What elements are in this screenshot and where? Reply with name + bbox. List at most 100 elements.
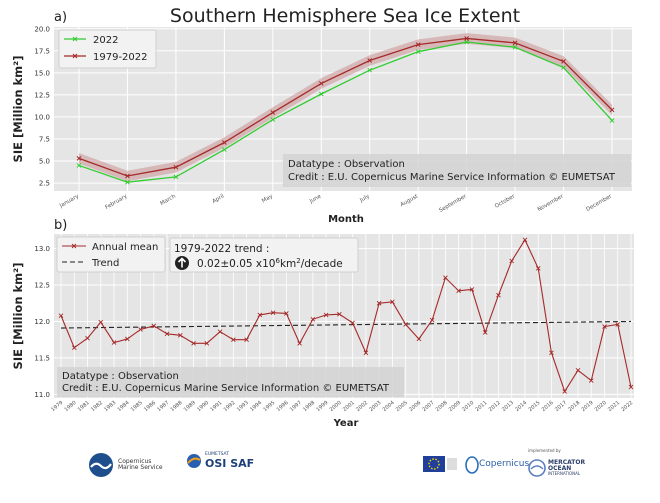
series-point	[284, 311, 289, 316]
series-point	[403, 322, 408, 327]
x-tick-label: 1979	[50, 400, 64, 413]
series-point	[512, 44, 518, 50]
x-axis-label: Month	[328, 214, 364, 225]
series-point	[464, 36, 469, 41]
series-point	[367, 67, 373, 73]
y-tick-label: 5.0	[39, 158, 50, 166]
x-tick-label: 1987	[156, 400, 170, 413]
copernicus-marine-logo: Copernicus Marine Service	[88, 452, 163, 478]
series-point	[350, 320, 355, 326]
orbit-icon	[465, 456, 479, 474]
x-tick-label: 1995	[262, 400, 276, 413]
series-point	[429, 317, 435, 323]
x-tick-label: 1990	[196, 400, 210, 413]
x-tick-label: 1993	[236, 400, 250, 413]
legend-label: 1979-2022	[93, 52, 148, 63]
trend-value-part: /decade	[301, 258, 343, 270]
x-tick-label: 2010	[461, 400, 475, 413]
wave-icon	[89, 453, 113, 477]
x-tick-label: 1981	[77, 400, 91, 413]
series-band	[79, 33, 612, 182]
x-tick-label: 1998	[302, 400, 316, 413]
logo-line: Copernicus	[118, 457, 152, 465]
y-tick-label: 12.5	[34, 282, 50, 290]
logo-top: EUMETSAT	[205, 451, 230, 457]
series-point	[323, 312, 329, 318]
mercator-ocean-logo: implemented by MERCATOR OCEAN INTERNATIO…	[528, 448, 586, 478]
trend-value: 0.02±0.05 x106km2/decade	[197, 257, 343, 270]
series-point	[562, 389, 568, 394]
series-point	[602, 324, 607, 329]
series-point	[85, 335, 90, 341]
series-point	[615, 322, 621, 327]
trend-label: 1979-2022 trend :	[174, 243, 269, 255]
series-point	[270, 117, 276, 122]
series-line	[78, 37, 613, 177]
series-point	[318, 81, 324, 86]
y-tick-label: 11.5	[34, 354, 50, 362]
logo-line: MERCATOR	[548, 458, 586, 466]
trend-value-part: 2	[296, 257, 300, 265]
series-point	[191, 341, 196, 346]
y-tick-label: 17.5	[34, 47, 50, 55]
x-tick-label: 1999	[315, 400, 329, 413]
panel-label: b)	[54, 218, 67, 233]
series-point	[173, 164, 179, 170]
annotation-text: Datatype : Observation	[62, 371, 179, 382]
mercator-wave-icon	[528, 459, 546, 477]
series-point	[177, 332, 183, 338]
legend-marker	[72, 36, 78, 42]
series-point	[111, 340, 117, 345]
x-tick-label: 2015	[528, 400, 542, 413]
series-point	[416, 336, 422, 342]
series-point	[628, 384, 634, 390]
x-tick-label: June	[308, 193, 323, 205]
series-point	[456, 288, 461, 294]
series-point	[464, 39, 469, 45]
logo-line: Marine Service	[118, 464, 163, 471]
series-point	[76, 156, 82, 161]
x-tick-label: 2001	[342, 400, 356, 413]
trend-value-part: 0.02±0.05 x10	[197, 258, 275, 270]
x-tick-label: 2021	[607, 400, 621, 413]
x-tick-label: 2008	[435, 400, 449, 413]
x-tick-label: 1984	[117, 399, 132, 413]
series-point	[469, 287, 475, 292]
series-point	[98, 319, 104, 325]
series-point	[561, 65, 566, 70]
x-tick-label: 2013	[501, 400, 515, 413]
series-point	[222, 147, 227, 152]
series-point	[173, 174, 179, 180]
series-point	[390, 299, 395, 305]
x-tick-label: July	[358, 193, 371, 204]
legend-marker	[72, 53, 78, 59]
x-tick-label: September	[438, 193, 468, 214]
series-point	[151, 323, 157, 329]
series-point	[535, 265, 541, 271]
series-point	[125, 173, 130, 179]
annotation-box	[57, 367, 404, 397]
x-tick-label: 1983	[103, 400, 117, 413]
x-tick-label: 1988	[170, 400, 184, 413]
series-point	[575, 367, 581, 373]
x-tick-label: 2022	[620, 400, 634, 413]
panel-label: a)	[54, 10, 67, 25]
series-point	[609, 118, 615, 123]
series-point	[138, 327, 143, 332]
x-tick-label: 1994	[249, 399, 264, 413]
x-tick-label: 1982	[90, 400, 104, 413]
y-tick-label: 11.0	[34, 391, 50, 399]
x-tick-label: 1991	[209, 400, 223, 413]
x-tick-label: 1980	[64, 400, 78, 413]
x-tick-label: October	[494, 193, 517, 210]
globe-icon	[187, 454, 201, 468]
x-tick-label: 2003	[368, 400, 382, 413]
y-tick-label: 2.5	[39, 180, 50, 188]
copernicus-logo: Copernicus	[465, 455, 529, 475]
x-tick-label: 2005	[395, 400, 409, 413]
x-tick-label: 1986	[143, 400, 157, 413]
annotation-text: Credit : E.U. Copernicus Marine Service …	[288, 172, 616, 183]
series-point	[270, 110, 276, 115]
legend-label: 2022	[93, 35, 118, 46]
